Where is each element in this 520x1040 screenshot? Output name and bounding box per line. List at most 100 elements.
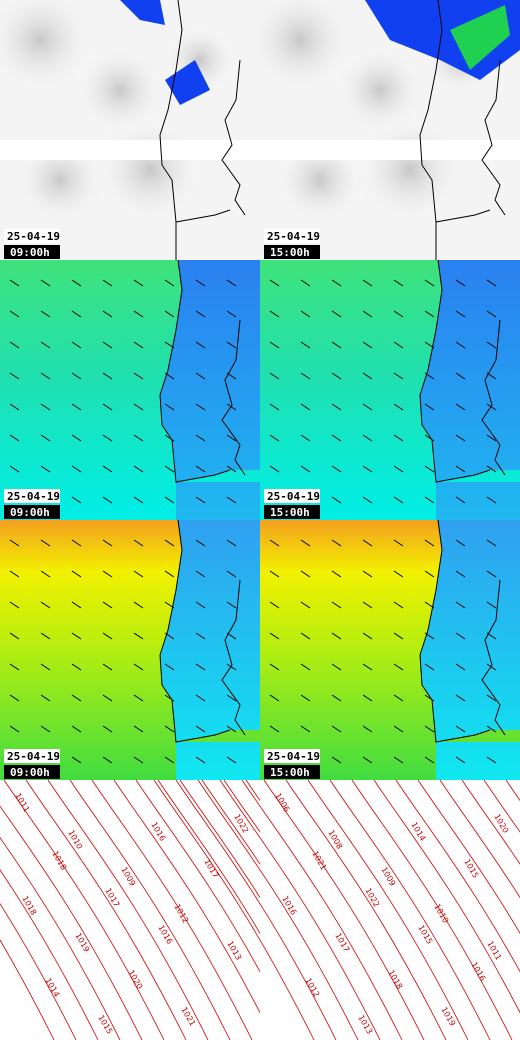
wind-arrow <box>71 663 82 671</box>
wind-arrow <box>164 279 175 287</box>
wind-arrow <box>102 694 113 702</box>
border <box>221 319 246 476</box>
wind-arrow <box>300 310 311 318</box>
wind-arrow <box>455 725 466 733</box>
time-label: 15:00h <box>270 506 310 519</box>
wind-arrow <box>164 403 175 411</box>
wind-arrow <box>331 403 342 411</box>
isobar <box>0 836 121 1040</box>
wind-arrow <box>455 570 466 578</box>
wind-arrow <box>455 465 466 473</box>
time-box <box>264 505 320 519</box>
wind-arrow <box>71 403 82 411</box>
wind-arrow <box>362 279 373 287</box>
wind-arrow <box>393 570 404 578</box>
wind-arrow <box>9 434 20 442</box>
wind-arrow <box>300 403 311 411</box>
wind-arrow <box>331 663 342 671</box>
wind-arrow <box>424 539 435 547</box>
wind-arrow <box>133 632 144 640</box>
land <box>159 259 260 520</box>
wind-arrow <box>226 632 237 640</box>
wind-arrow <box>102 341 113 349</box>
wind-arrow <box>195 310 206 318</box>
wind-arrow <box>331 570 342 578</box>
wind-arrow <box>226 539 237 547</box>
wind-arrow <box>300 694 311 702</box>
wind-arrow <box>362 372 373 380</box>
wind-arrow <box>102 465 113 473</box>
wind-arrow <box>300 663 311 671</box>
wind-arrow <box>362 496 373 504</box>
wind-arrow <box>195 341 206 349</box>
wind-arrow <box>300 539 311 547</box>
wind-arrow <box>195 694 206 702</box>
wind-arrow <box>9 279 20 287</box>
wind-arrow <box>226 601 237 609</box>
time-box <box>264 245 320 259</box>
date-box <box>264 489 320 503</box>
wind-arrow <box>393 434 404 442</box>
wind-arrow <box>393 403 404 411</box>
wind-arrow <box>269 694 280 702</box>
wind-arrow <box>269 372 280 380</box>
isobar <box>219 779 381 1040</box>
wind-arrow <box>455 372 466 380</box>
wind-arrow <box>102 496 113 504</box>
wind-arrow <box>269 601 280 609</box>
wind-arrow <box>331 434 342 442</box>
wind-arrow <box>9 570 20 578</box>
wind-arrow <box>164 496 175 504</box>
wind-arrow <box>486 663 497 671</box>
wind-arrow <box>331 539 342 547</box>
wind-arrow <box>195 632 206 640</box>
coastline <box>419 519 491 743</box>
wind-arrow <box>455 496 466 504</box>
wind-arrow <box>486 756 497 764</box>
border <box>221 59 246 216</box>
wind-arrow <box>362 725 373 733</box>
wind-arrow <box>133 310 144 318</box>
wind-arrow <box>226 465 237 473</box>
wind-arrow <box>71 694 82 702</box>
isobar <box>461 779 520 865</box>
wind-arrow <box>362 694 373 702</box>
wind-arrow <box>133 279 144 287</box>
isobar <box>351 779 513 1040</box>
wind-arrow <box>300 372 311 380</box>
wind-arrow <box>331 310 342 318</box>
pressure-background <box>0 780 260 1040</box>
wind-arrow <box>424 694 435 702</box>
land-area <box>160 260 260 520</box>
time-label: 15:00h <box>270 246 310 259</box>
wind-arrow <box>71 310 82 318</box>
time-box <box>4 765 60 779</box>
wind-arrow <box>133 570 144 578</box>
wind-arrow <box>486 434 497 442</box>
wind-arrow <box>9 372 20 380</box>
wind-arrow <box>424 310 435 318</box>
wind-arrow <box>455 279 466 287</box>
cloud <box>240 0 360 100</box>
wind-arrow <box>102 403 113 411</box>
wind-arrow <box>424 725 435 733</box>
wind-arrow <box>226 694 237 702</box>
wind-arrow <box>195 465 206 473</box>
wind-arrow <box>133 694 144 702</box>
isobar <box>263 779 425 1040</box>
wind-arrow <box>40 570 51 578</box>
wind-arrow <box>71 632 82 640</box>
land <box>419 519 520 780</box>
wind-arrow <box>164 310 175 318</box>
wind-arrow <box>300 570 311 578</box>
rain-cell <box>165 60 210 105</box>
wind-arrow <box>71 539 82 547</box>
wind-arrow <box>226 372 237 380</box>
coastline <box>419 0 491 260</box>
isobar <box>285 779 447 1040</box>
wind-arrow <box>300 434 311 442</box>
land <box>159 519 260 780</box>
wind-arrow <box>486 372 497 380</box>
wind-arrow <box>102 372 113 380</box>
wind-arrow <box>300 341 311 349</box>
